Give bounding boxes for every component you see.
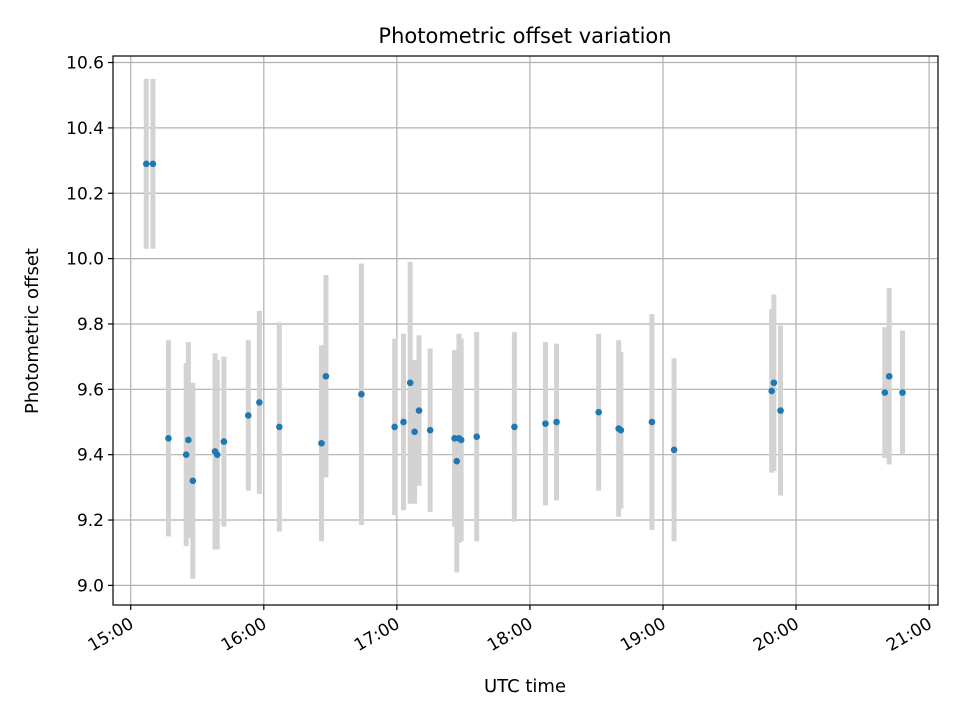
data-point	[899, 389, 906, 396]
data-point	[391, 423, 398, 431]
data-point	[220, 438, 228, 445]
data-point	[189, 477, 197, 485]
chart-title: Photometric offset variation	[378, 24, 671, 48]
data-point	[595, 408, 602, 416]
data-point	[881, 389, 889, 396]
data-point	[415, 407, 423, 414]
data-point	[457, 436, 465, 444]
data-point	[256, 399, 263, 406]
data-point	[276, 423, 283, 431]
data-point	[322, 372, 330, 380]
data-point	[777, 407, 784, 414]
data-point	[617, 426, 625, 434]
data-point	[473, 433, 481, 441]
data-point	[553, 418, 560, 426]
data-point	[768, 387, 775, 395]
data-point	[149, 160, 157, 168]
y-axis-ticks: 9.0 9.2 9.4 9.6 9.8 10.0 10.2 10.4 10.6	[66, 54, 113, 596]
data-point	[453, 457, 461, 465]
y-tick-label: 9.8	[77, 315, 104, 335]
plot-frame	[112, 55, 939, 606]
y-tick-label: 9.0	[77, 576, 104, 596]
y-tick-label: 10.0	[66, 250, 104, 270]
data-point	[406, 379, 414, 387]
y-tick-label: 9.6	[77, 380, 104, 400]
data-point	[400, 418, 407, 426]
data-point	[165, 435, 172, 442]
data-point	[182, 451, 190, 458]
y-tick-label: 9.2	[77, 511, 104, 531]
data-point	[142, 160, 150, 168]
data-point	[770, 379, 778, 387]
data-point	[318, 439, 325, 447]
data-point	[511, 423, 518, 431]
data-point	[670, 446, 678, 454]
x-axis-label: UTC time	[484, 676, 566, 697]
y-tick-label: 9.4	[77, 446, 104, 466]
data-point	[185, 436, 192, 444]
data-point	[411, 428, 418, 436]
data-point	[213, 451, 221, 458]
data-point	[542, 420, 549, 427]
y-tick-label: 10.2	[66, 184, 104, 204]
data-point	[426, 426, 434, 434]
y-tick-label: 10.6	[66, 54, 104, 74]
data-point	[648, 418, 656, 426]
data-point	[244, 412, 252, 419]
markers	[142, 160, 906, 485]
data-point	[885, 372, 893, 380]
grid	[113, 56, 938, 605]
y-axis-label: Photometric offset	[22, 248, 43, 414]
data-point	[358, 390, 365, 398]
y-tick-label: 10.4	[66, 119, 104, 139]
